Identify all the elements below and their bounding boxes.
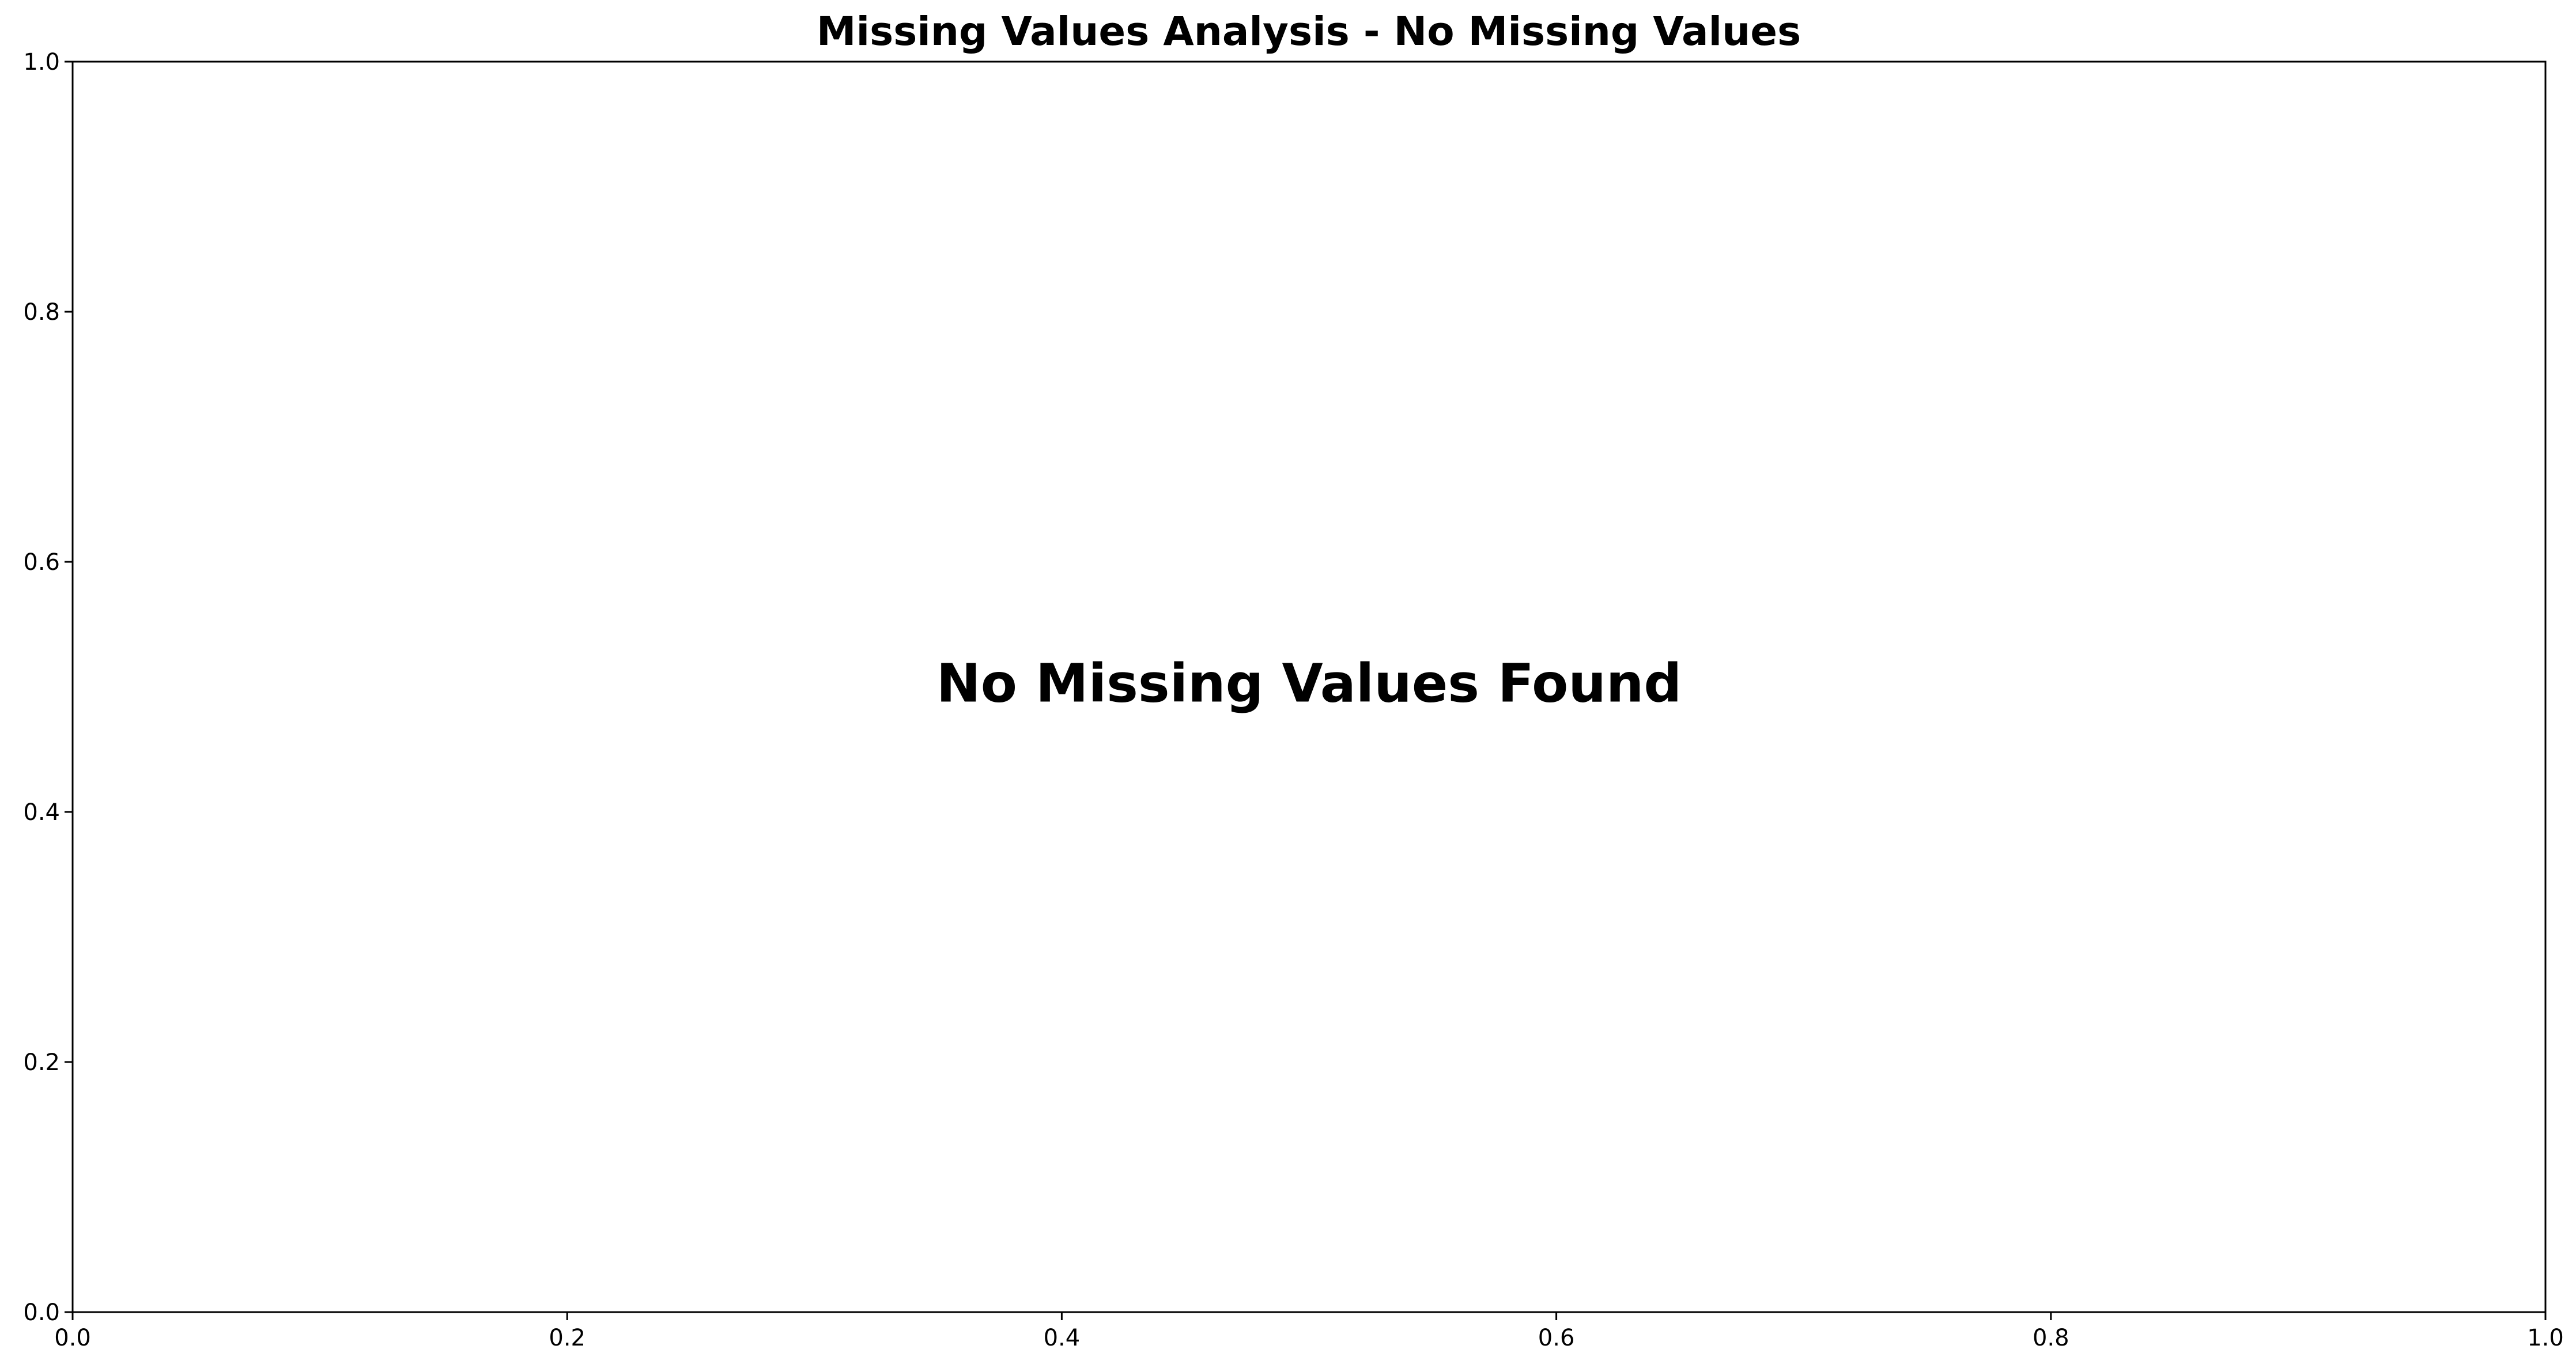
- y-tick-label: 0.6: [23, 549, 60, 576]
- x-axis-ticks: [71, 1312, 2547, 1320]
- annotations: No Missing Values Found: [936, 652, 1682, 714]
- y-tick-label: 0.8: [23, 299, 60, 326]
- y-tick-label: 0.2: [23, 1049, 60, 1076]
- x-axis-tick-labels: 0.0 0.2 0.4 0.6 0.8 1.0: [54, 1325, 2564, 1351]
- chart-title: Missing Values Analysis - No Missing Val…: [817, 9, 1801, 55]
- x-tick-label: 0.0: [54, 1325, 91, 1351]
- x-tick-label: 0.2: [549, 1325, 586, 1351]
- y-axis-ticks: [65, 61, 73, 1313]
- y-tick-label: 0.0: [23, 1299, 60, 1326]
- y-tick-label: 1.0: [23, 49, 60, 75]
- y-axis-tick-labels: 0.0 0.2 0.4 0.6 0.8 1.0: [23, 49, 60, 1326]
- plot-area-frame: [71, 61, 2547, 1313]
- x-tick-label: 0.8: [2033, 1325, 2069, 1351]
- x-tick-label: 1.0: [2527, 1325, 2564, 1351]
- y-tick-label: 0.4: [23, 799, 60, 826]
- annotation-text: No Missing Values Found: [936, 652, 1682, 714]
- x-tick-label: 0.6: [1538, 1325, 1575, 1351]
- x-tick-label: 0.4: [1044, 1325, 1081, 1351]
